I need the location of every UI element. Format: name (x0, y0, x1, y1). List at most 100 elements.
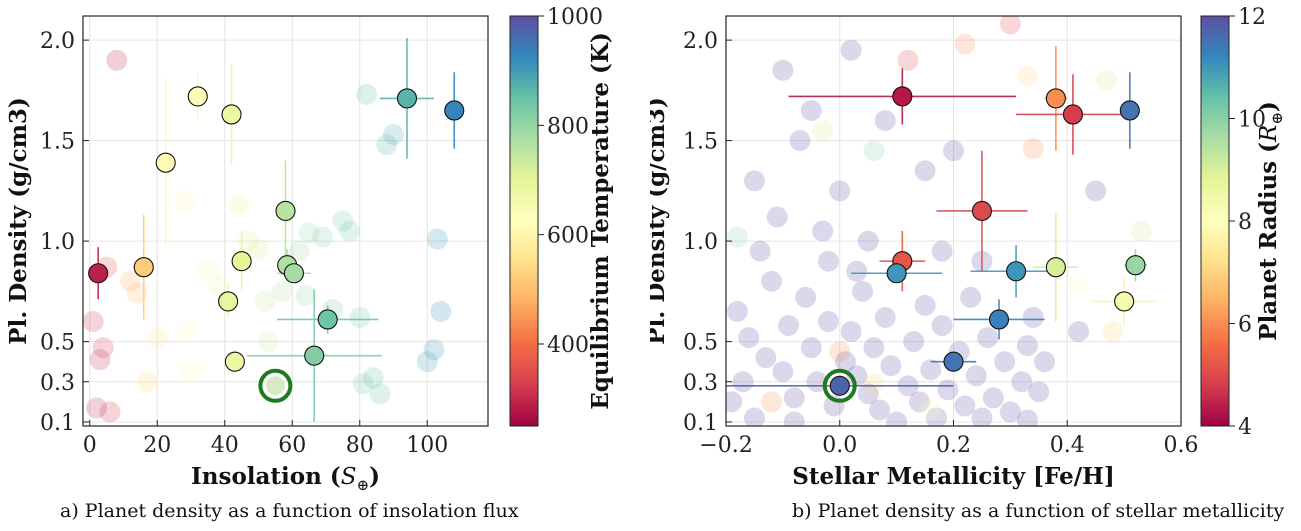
b-data-point (1125, 255, 1146, 276)
a-background-point (177, 321, 199, 343)
b-data-point (1006, 261, 1027, 282)
b-data-point (1062, 104, 1083, 125)
a-highlight-point (265, 376, 285, 396)
b-background-point (920, 359, 942, 381)
a-colorbar-label: Equilibrium Temperature (K) (587, 32, 614, 410)
b-background-point (908, 391, 930, 413)
b-data-point (1045, 88, 1066, 109)
b-background-point (869, 399, 891, 421)
a-background-point (352, 373, 374, 395)
b-background-point (999, 401, 1021, 423)
b-data-point (1114, 291, 1135, 312)
a-background-point (295, 284, 317, 306)
b-colorbar-tick-label: 6 (1238, 313, 1252, 338)
a-background-point (298, 222, 320, 244)
b-background-point (772, 361, 794, 383)
b-x-axis-label: Stellar Metallicity [Fe/H] (792, 463, 1115, 490)
b-ytick-label: 0.5 (683, 331, 718, 356)
b-background-point (834, 351, 856, 373)
a-background-point (288, 240, 310, 262)
a-ytick-label: 0.1 (40, 411, 75, 436)
b-background-point (863, 373, 885, 395)
a-colorbar-tick-label: 400 (547, 333, 589, 358)
b-background-point (743, 170, 765, 192)
a-data-point (304, 345, 325, 366)
b-background-point (738, 327, 760, 349)
b-background-point (726, 226, 748, 248)
a-background-point (180, 361, 202, 383)
b-data-point (1045, 257, 1066, 278)
b-background-point (840, 321, 862, 343)
b-data-point (988, 309, 1010, 330)
b-background-point (761, 270, 782, 292)
a-background-point (430, 300, 452, 322)
b-background-point (732, 371, 754, 393)
b-xtick-label: −0.2 (699, 433, 752, 458)
a-data-point (283, 263, 304, 284)
caption-metallicity: b) Planet density as a function of stell… (792, 500, 1285, 522)
a-background-point (136, 371, 158, 393)
a-data-point (155, 152, 176, 173)
a-background-points (83, 49, 452, 423)
a-xtick-label: 0 (83, 433, 97, 458)
b-data-point (892, 86, 913, 107)
a-colorbar-tick-label: 600 (547, 224, 589, 249)
b-background-point (960, 286, 982, 308)
b-background-point (1068, 274, 1090, 296)
b-background-point (857, 230, 879, 252)
b-background-point (783, 387, 805, 409)
b-background-point (943, 140, 964, 162)
b-y-axis-label: Pl. Density (g/cm3) (650, 97, 670, 345)
a-xtick-label: 40 (211, 433, 239, 458)
a-background-point (248, 238, 269, 260)
b-colorbar-label: Planet Radius (R⊕) (1255, 101, 1286, 341)
b-data-point (1119, 100, 1140, 121)
a-xtick-label: 80 (346, 433, 374, 458)
a-data-point (396, 88, 418, 109)
a-data-point (224, 351, 245, 372)
b-background-point (755, 347, 777, 369)
a-background-point (383, 124, 404, 146)
a-colorbar-tick-label: 800 (547, 114, 589, 139)
b-background-point (1028, 381, 1050, 403)
a-axes-frame (82, 15, 489, 427)
b-ytick-label: 0.1 (683, 411, 718, 436)
b-background-point (726, 391, 743, 413)
b-background-point (1022, 306, 1044, 328)
a-data-point (317, 309, 338, 330)
b-background-point (1016, 65, 1038, 87)
a-ytick-label: 0.3 (40, 371, 75, 396)
b-background-point (863, 140, 885, 162)
b-background-point (1016, 409, 1038, 426)
a-x-axis-label: Insolation (S⊕) (191, 463, 380, 494)
b-background-point (778, 315, 800, 337)
a-background-point (332, 210, 354, 232)
b-background-point (977, 327, 999, 349)
b-background-point (840, 39, 862, 61)
b-background-point (812, 120, 834, 142)
b-colorbar-tick-label: 4 (1238, 415, 1252, 440)
b-background-point (880, 355, 902, 377)
a-xtick-label: 20 (143, 433, 171, 458)
b-background-point (1068, 321, 1090, 343)
b-background-point (954, 33, 976, 55)
b-background-point (829, 341, 851, 363)
b-colorbar-tick-label: 10 (1238, 108, 1266, 133)
a-background-point (99, 401, 121, 423)
b-background-point (1130, 220, 1152, 242)
a-ytick-label: 1.0 (40, 230, 75, 255)
a-background-point (126, 282, 148, 304)
a-ytick-label: 2.0 (40, 29, 75, 54)
a-background-point (89, 349, 111, 371)
b-background-point (1034, 351, 1055, 373)
a-colorbar (509, 15, 539, 427)
a-colorbar-tick-label: 1000 (547, 5, 603, 30)
b-data-point (829, 375, 850, 396)
a-xtick-label: 100 (406, 433, 448, 458)
b-background-point (914, 294, 936, 316)
b-xtick-label: 0.4 (1050, 433, 1085, 458)
b-background-point (874, 306, 896, 328)
a-background-point (369, 383, 391, 405)
a-ytick-label: 1.5 (40, 130, 75, 155)
a-background-point (173, 190, 195, 212)
